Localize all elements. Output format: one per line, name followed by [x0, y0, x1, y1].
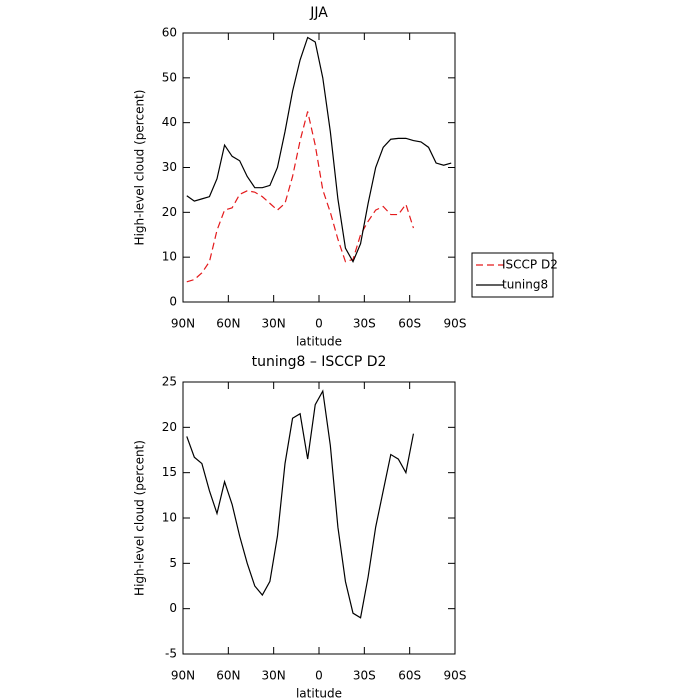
y-tick-label: 60: [162, 26, 177, 40]
x-tick-label: 0: [315, 317, 323, 331]
y-tick-label: 5: [169, 556, 177, 570]
x-tick-label: 30N: [262, 317, 286, 331]
x-tick-label: 90N: [171, 669, 195, 683]
y-tick-label: 25: [162, 375, 177, 389]
x-tick-label: 90S: [444, 317, 467, 331]
series-line: [186, 389, 415, 619]
x-tick-label: 30N: [262, 669, 286, 683]
series-line: [186, 36, 452, 264]
legend-label: ISCCP D2: [502, 258, 558, 272]
y-tick-label: 10: [162, 250, 177, 264]
y-tick-label: 20: [162, 205, 177, 219]
x-axis-label: latitude: [296, 687, 342, 700]
x-tick-label: 60S: [398, 669, 421, 683]
y-tick-label: 50: [162, 70, 177, 84]
y-tick-label: 10: [162, 511, 177, 525]
x-tick-label: 60N: [216, 317, 240, 331]
x-tick-label: 60N: [216, 669, 240, 683]
y-axis-label: High-level cloud (percent): [133, 90, 147, 246]
x-tick-label: 90S: [444, 669, 467, 683]
x-tick-label: 60S: [398, 317, 421, 331]
chart-title: JJA: [309, 5, 328, 21]
y-tick-label: 0: [169, 601, 177, 615]
series-line: [186, 111, 415, 283]
y-axis-label: High-level cloud (percent): [133, 440, 147, 596]
x-tick-label: 90N: [171, 317, 195, 331]
x-axis-label: latitude: [296, 335, 342, 349]
y-tick-label: 15: [162, 465, 177, 479]
y-tick-label: 30: [162, 160, 177, 174]
x-tick-label: 0: [315, 669, 323, 683]
y-tick-label: 40: [162, 115, 177, 129]
legend-box: [471, 252, 554, 298]
x-tick-label: 30S: [353, 669, 376, 683]
chart-title: tuning8 – ISCCP D2: [252, 354, 387, 370]
y-tick-label: 0: [169, 295, 177, 309]
legend-label: tuning8: [502, 278, 548, 292]
y-tick-label: -5: [165, 647, 177, 661]
plot-frame: [182, 32, 456, 303]
plot-frame: [182, 381, 456, 655]
y-tick-label: 20: [162, 420, 177, 434]
x-tick-label: 30S: [353, 317, 376, 331]
